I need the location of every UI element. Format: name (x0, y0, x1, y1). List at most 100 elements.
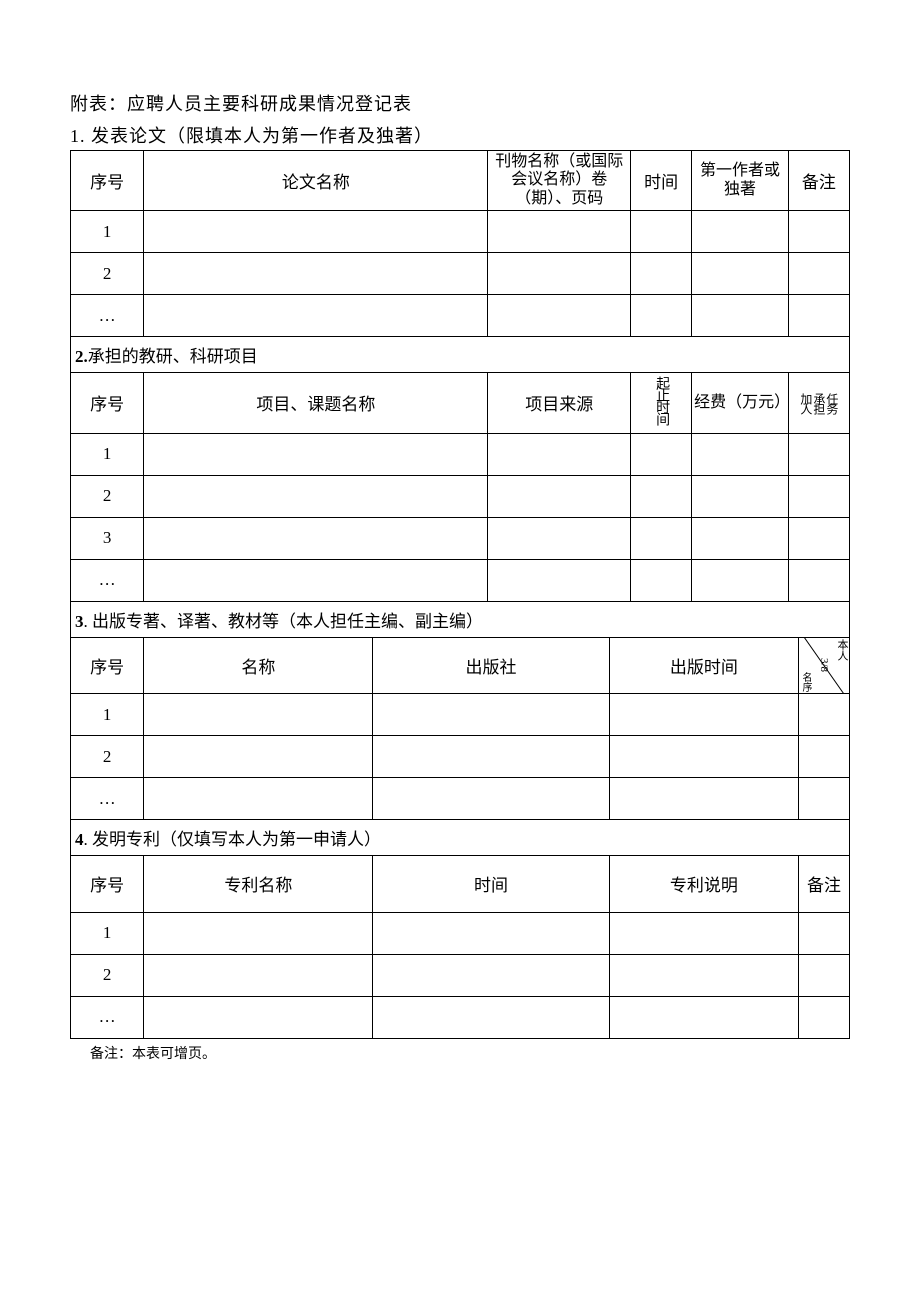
cell (609, 694, 798, 736)
col-task: 加人 承担 任务 (788, 373, 849, 433)
table-row: 2 (71, 954, 850, 996)
cell (144, 433, 488, 475)
col-seq: 序号 (71, 638, 144, 694)
cell (373, 694, 609, 736)
col-patent-desc: 专利说明 (609, 856, 798, 912)
footnote: 备注：本表可增页。 (70, 1043, 850, 1063)
section4-title-row: 4. 发明专利（仅填写本人为第一申请人） (71, 820, 850, 856)
col-time: 时间 (373, 856, 609, 912)
table-row: 1 (71, 433, 850, 475)
col-time: 时间 (631, 151, 692, 211)
cell (373, 954, 609, 996)
cell (144, 996, 373, 1038)
cell (692, 433, 789, 475)
cell-seq: … (71, 996, 144, 1038)
cell (692, 559, 789, 601)
cell (144, 694, 373, 736)
cell (488, 253, 631, 295)
table-row: 1 (71, 211, 850, 253)
section2-title-row: 2.承担的教研、科研项目 (71, 337, 850, 373)
cell (488, 211, 631, 253)
main-table: 序号 论文名称 刊物名称（或国际会议名称）卷（期）、页码 时间 第一作者或独著 … (70, 150, 850, 373)
table-row: 2 (71, 475, 850, 517)
cell (799, 996, 850, 1038)
cell (631, 253, 692, 295)
table-header-row: 序号 项目、课题名称 项目来源 起止时间 经费（万元） 加人 承担 任务 (71, 373, 850, 433)
cell (373, 778, 609, 820)
cell (788, 253, 849, 295)
cell (144, 295, 488, 337)
cell (788, 211, 849, 253)
col-remark: 备注 (788, 151, 849, 211)
cell (488, 433, 631, 475)
cell (799, 912, 850, 954)
cell (631, 211, 692, 253)
cell (788, 433, 849, 475)
col-journal: 刊物名称（或国际会议名称）卷（期）、页码 (488, 151, 631, 211)
cell (609, 736, 798, 778)
cell (631, 295, 692, 337)
cell-seq: 1 (71, 912, 144, 954)
cell (488, 559, 631, 601)
cell (144, 736, 373, 778)
cell-seq: 1 (71, 211, 144, 253)
cell (144, 517, 488, 559)
cell (609, 954, 798, 996)
cell (488, 295, 631, 337)
cell-seq: … (71, 559, 144, 601)
table-header-row: 序号 专利名称 时间 专利说明 备注 (71, 856, 850, 912)
col-paper-name: 论文名称 (144, 151, 488, 211)
cell-seq: 3 (71, 517, 144, 559)
cell (144, 954, 373, 996)
cell (799, 954, 850, 996)
cell-seq: … (71, 778, 144, 820)
cell (144, 559, 488, 601)
col-book-name: 名称 (144, 638, 373, 694)
col-remark: 备注 (799, 856, 850, 912)
cell (609, 912, 798, 954)
cell (631, 559, 692, 601)
col-publisher: 出版社 (373, 638, 609, 694)
cell (799, 736, 850, 778)
col-fund: 经费（万元） (692, 373, 789, 433)
col-period: 起止时间 (631, 373, 692, 433)
cell (788, 517, 849, 559)
cell (788, 295, 849, 337)
cell (692, 475, 789, 517)
col-project-name: 项目、课题名称 (144, 373, 488, 433)
table-row: 2 (71, 736, 850, 778)
cell (373, 912, 609, 954)
cell (144, 253, 488, 295)
cell (144, 912, 373, 954)
section1-title: 1. 发表论文（限填本人为第一作者及独著） (70, 122, 850, 148)
cell-seq: 1 (71, 433, 144, 475)
cell (692, 211, 789, 253)
col-seq: 序号 (71, 373, 144, 433)
table-row: 2 (71, 253, 850, 295)
col-order: 本人 3/8 名序 (799, 638, 850, 694)
cell (631, 433, 692, 475)
table-row: … (71, 559, 850, 601)
cell-seq: 2 (71, 253, 144, 295)
table-header-row: 序号 论文名称 刊物名称（或国际会议名称）卷（期）、页码 时间 第一作者或独著 … (71, 151, 850, 211)
cell (373, 736, 609, 778)
col-seq: 序号 (71, 856, 144, 912)
col-source: 项目来源 (488, 373, 631, 433)
table-row: … (71, 778, 850, 820)
section4-table: 序号 专利名称 时间 专利说明 备注 1 2 … (70, 856, 850, 1039)
table-row: 3 (71, 517, 850, 559)
section3-table: 序号 名称 出版社 出版时间 本人 3/8 名序 1 2 … 4. 发明专利（仅… (70, 638, 850, 857)
cell-seq: 2 (71, 736, 144, 778)
cell (788, 559, 849, 601)
table-row: 1 (71, 694, 850, 736)
col-patent-name: 专利名称 (144, 856, 373, 912)
section2-table: 序号 项目、课题名称 项目来源 起止时间 经费（万元） 加人 承担 任务 1 2… (70, 373, 850, 638)
cell (144, 475, 488, 517)
section2-title: 2.承担的教研、科研项目 (71, 337, 850, 373)
cell (799, 694, 850, 736)
cell (692, 517, 789, 559)
page-title: 附表：应聘人员主要科研成果情况登记表 (70, 90, 850, 116)
cell (373, 996, 609, 1038)
cell (692, 295, 789, 337)
cell (788, 475, 849, 517)
